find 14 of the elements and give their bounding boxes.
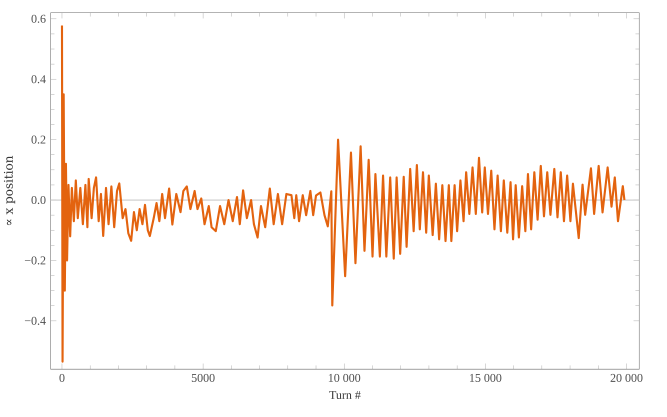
y-tick-label: 0.6 bbox=[32, 14, 46, 23]
x-tick-label: 5000 bbox=[192, 374, 215, 382]
y-axis-title: ∝ x position bbox=[4, 156, 16, 225]
y-tick-label: 0.0 bbox=[32, 196, 46, 204]
x-tick-label: 0 bbox=[59, 374, 65, 382]
line-series bbox=[60, 24, 626, 363]
y-tick-label: 0.4 bbox=[32, 75, 46, 84]
x-axis-title: Turn # bbox=[329, 390, 361, 399]
y-tick-label: −0.4 bbox=[24, 316, 46, 325]
y-tick-label: −0.2 bbox=[24, 256, 46, 264]
x-tick-label: 15 000 bbox=[470, 374, 502, 382]
x-tick-label: 20 000 bbox=[610, 374, 642, 382]
y-tick-label: 0.2 bbox=[32, 135, 46, 144]
x-tick-label: 10 000 bbox=[328, 374, 360, 382]
